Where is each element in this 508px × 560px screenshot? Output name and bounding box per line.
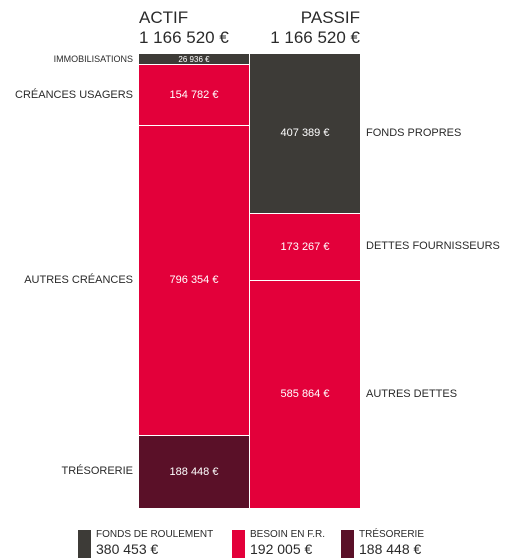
segment-label-fonds-propres: FONDS PROPRES (366, 127, 462, 140)
legend-label: TRÉSORERIE (359, 529, 425, 540)
segment-immobilisations: 26 936 € (139, 54, 249, 65)
actif-total: 1 166 520 € (139, 28, 229, 47)
segment-value: 407 389 € (280, 127, 330, 140)
segment-dettes-fournisseurs: 173 267 € (250, 212, 360, 280)
legend-value: 188 448 € (359, 541, 422, 557)
legend-swatch-fonds-de-roulement (78, 530, 91, 558)
legend-label: BESOIN EN F.R. (250, 529, 326, 540)
legend-swatch-tresorerie (341, 530, 354, 558)
actif-column: 26 936 € 154 782 € 796 354 € 188 448 € (139, 54, 249, 508)
segment-tresorerie: 188 448 € (139, 434, 249, 508)
actif-header: ACTIF 1 166 520 € (139, 8, 249, 48)
actif-title: ACTIF (139, 8, 189, 27)
segment-autres-dettes: 585 864 € (250, 279, 360, 508)
segment-value: 173 267 € (280, 240, 330, 253)
legend-value: 192 005 € (250, 541, 313, 557)
segment-autres-creances: 796 354 € (139, 124, 249, 435)
segment-value: 26 936 € (178, 54, 210, 64)
segment-value: 796 354 € (169, 274, 219, 287)
passif-column: 407 389 € 173 267 € 585 864 € (250, 54, 360, 508)
legend: FONDS DE ROULEMENT 380 453 € BESOIN EN F… (0, 528, 508, 560)
passif-total: 1 166 520 € (270, 28, 360, 47)
segment-label-creances-usagers: CRÉANCES USAGERS (15, 88, 133, 101)
passif-title: PASSIF (300, 8, 360, 27)
passif-header: PASSIF 1 166 520 € (250, 8, 360, 48)
legend-label: FONDS DE ROULEMENT (96, 529, 214, 540)
segment-label-autres-dettes: AUTRES DETTES (366, 387, 458, 400)
segment-fonds-propres: 407 389 € (250, 54, 360, 213)
segment-label-autres-creances: AUTRES CRÉANCES (24, 273, 133, 286)
segment-label-dettes-fournisseurs: DETTES FOURNISSEURS (366, 240, 500, 253)
legend-value: 380 453 € (96, 541, 159, 557)
segment-value: 154 782 € (169, 89, 219, 102)
segment-label-tresorerie: TRÉSORERIE (61, 465, 133, 478)
segment-value: 585 864 € (280, 388, 330, 401)
segment-label-immobilisations: IMMOBILISATIONS (53, 54, 133, 65)
segment-value: 188 448 € (169, 465, 219, 478)
segment-creances-usagers: 154 782 € (139, 64, 249, 125)
legend-swatch-besoin-fr (232, 530, 245, 558)
